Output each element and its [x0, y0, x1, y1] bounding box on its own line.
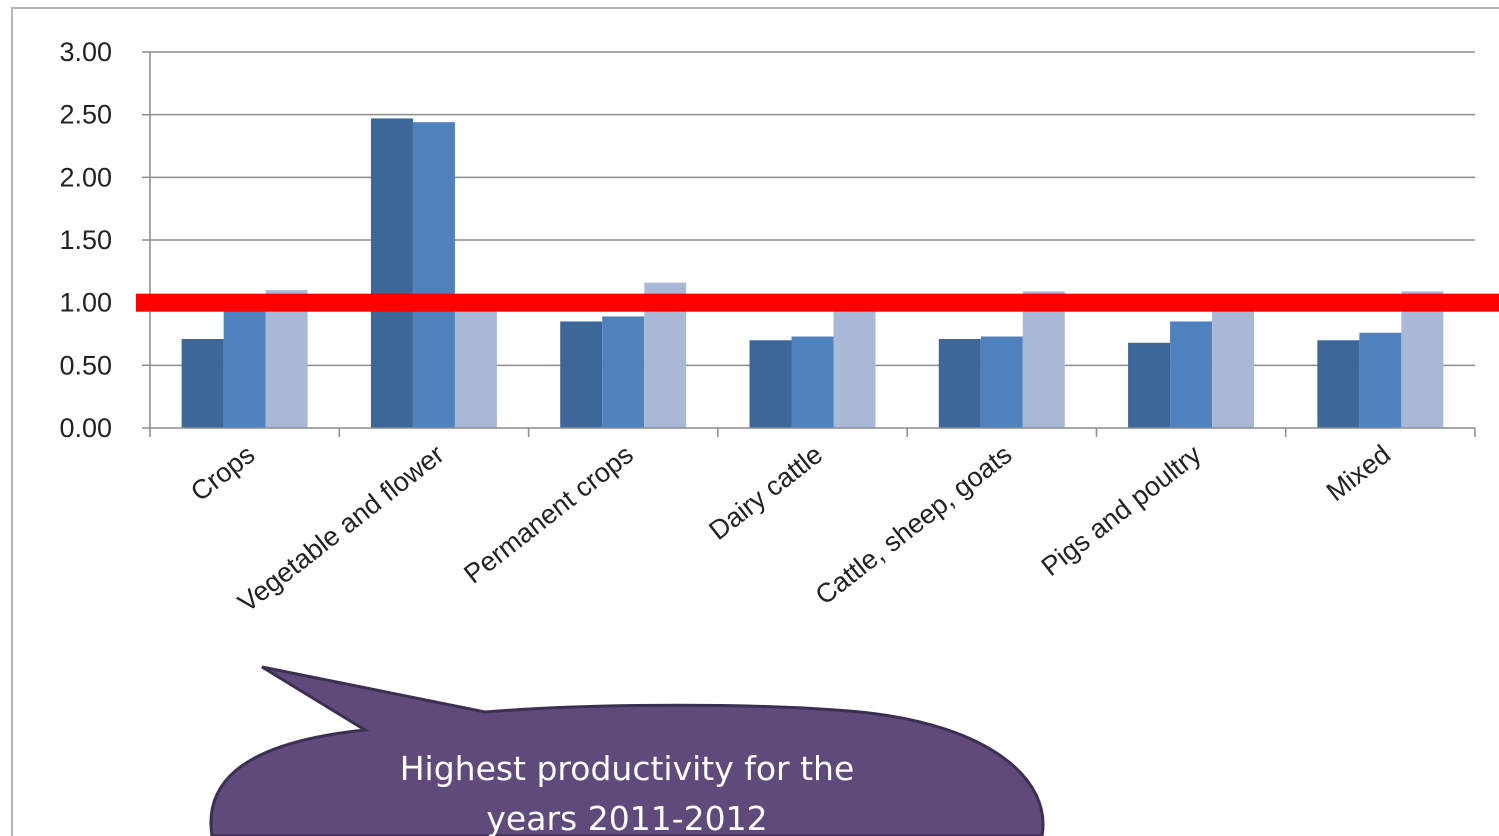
callout-text-line-1: Highest productivity for the [400, 749, 855, 788]
y-tick-label: 2.00 [59, 162, 112, 192]
bar-2 [602, 316, 644, 428]
bar-2 [224, 303, 266, 428]
reference-line-group [136, 294, 1499, 312]
bar-3 [455, 306, 497, 428]
bar-1 [1317, 340, 1359, 428]
bar-1 [371, 118, 413, 428]
y-tick-label: 3.00 [59, 37, 112, 67]
y-tick-label: 1.50 [59, 225, 112, 255]
y-tick-label: 0.00 [59, 413, 112, 443]
y-tick-label: 0.50 [59, 350, 112, 380]
bar-3 [1023, 291, 1065, 428]
bar-1 [750, 340, 792, 428]
bar-2 [413, 122, 455, 428]
reference-line [136, 294, 1499, 312]
bar-2 [1170, 321, 1212, 428]
bar-1 [1128, 343, 1170, 428]
bar-1 [560, 321, 602, 428]
bar-3 [1212, 301, 1254, 428]
bar-2 [792, 337, 834, 428]
y-tick-label: 2.50 [59, 100, 112, 130]
bar-1 [182, 339, 224, 428]
callout-text-line-2: years 2011-2012 [486, 799, 767, 836]
bar-1 [939, 339, 981, 428]
bar-2 [1359, 333, 1401, 428]
bar-3 [1401, 291, 1443, 428]
y-tick-label: 1.00 [59, 288, 112, 318]
bar-2 [981, 337, 1023, 428]
bar-3 [834, 300, 876, 428]
